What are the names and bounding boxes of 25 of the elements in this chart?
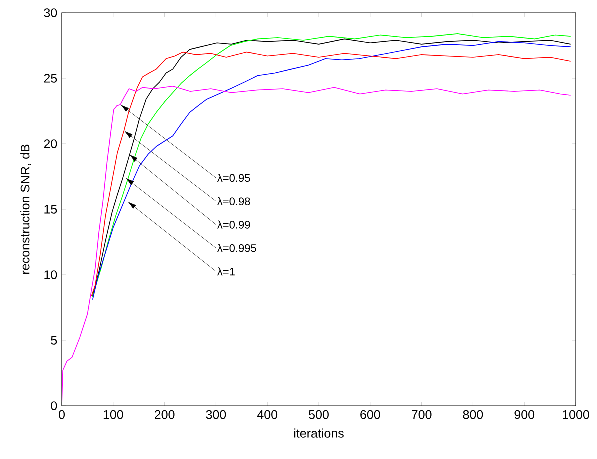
x-tick-label: 0 (59, 410, 65, 420)
x-tick-label: 300 (206, 410, 226, 420)
y-tick-label: 25 (44, 74, 58, 83)
x-tick-label: 1000 (563, 410, 590, 420)
y-axis-title: reconstruction SNR, dB (20, 144, 32, 274)
annotation: λ=0.98 (217, 197, 250, 206)
x-tick-label: 500 (309, 410, 329, 420)
annotation: λ=0.99 (217, 220, 250, 229)
y-tick-label: 30 (44, 8, 58, 18)
x-axis-title: iterations (294, 428, 344, 438)
annotation: λ=0.995 (217, 244, 256, 252)
annotation: λ=0.95 (217, 174, 250, 182)
x-tick-label: 400 (257, 410, 278, 420)
x-tick-label: 200 (155, 410, 175, 420)
x-tick-label: 900 (514, 410, 535, 420)
y-tick-label: 10 (44, 270, 58, 280)
y-tick-label: 15 (44, 205, 58, 214)
x-tick-label: 800 (463, 410, 484, 420)
y-tick-label: 20 (44, 140, 58, 148)
y-tick-label: 5 (51, 336, 58, 345)
annotation: λ=1 (217, 268, 235, 276)
x-tick-label: 100 (104, 410, 124, 420)
x-tick-label: 600 (360, 410, 380, 420)
x-tick-label: 700 (412, 410, 432, 420)
y-tick-label: 0 (51, 402, 58, 410)
